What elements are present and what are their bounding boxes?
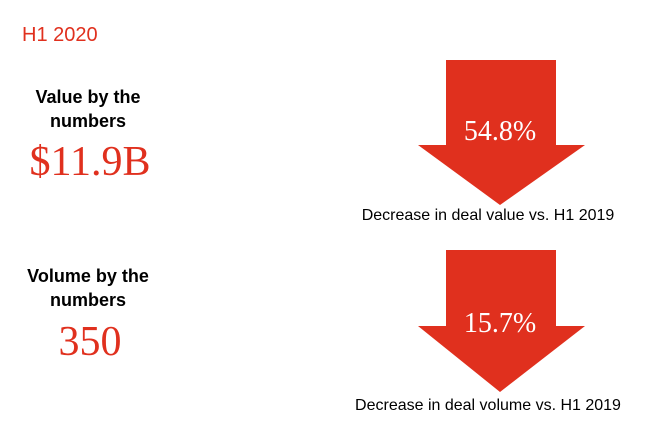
metric-figure: $11.9B [29,139,151,185]
label-line: numbers [49,111,127,131]
change-value: 54.8% [464,116,536,147]
down-arrow [418,60,585,205]
period-title: H1 2020 [22,24,98,46]
metric-label: Volume by the numbers [0,264,176,312]
label-line: Volume by the [27,266,149,286]
change-caption: Decrease in deal volume vs. H1 2019 [355,397,621,414]
change-value: 15.7% [464,308,536,339]
metric-label: Value by the numbers [0,85,176,133]
metric-figure: 350 [58,319,122,365]
change-caption: Decrease in deal value vs. H1 2019 [361,207,615,224]
label-line: Value by the [35,87,141,107]
down-arrow [418,250,585,392]
label-line: numbers [49,290,127,310]
